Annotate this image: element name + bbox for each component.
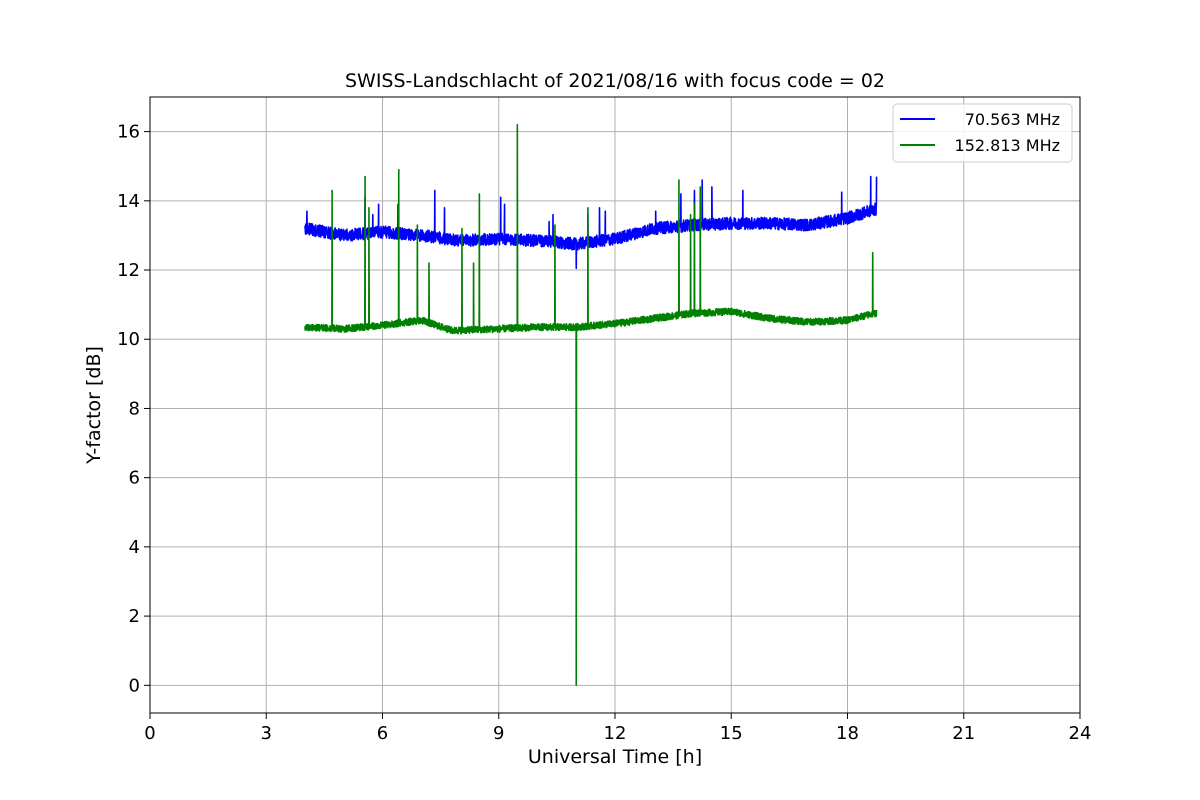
- x-tick-label: 21: [952, 723, 975, 744]
- y-tick-label: 14: [117, 191, 140, 212]
- y-tick-label: 4: [129, 537, 140, 558]
- x-tick-label: 0: [144, 723, 155, 744]
- legend-box: [892, 103, 1073, 163]
- x-tick-label: 18: [836, 723, 859, 744]
- x-tick-label: 15: [720, 723, 743, 744]
- plot-area: [304, 123, 878, 687]
- legend: 70.563 MHz 152.813 MHz: [892, 103, 1073, 163]
- y-tick-label: 16: [117, 122, 140, 143]
- x-tick-label: 12: [604, 723, 627, 744]
- y-tick-label: 6: [129, 468, 140, 489]
- chart-title: SWISS-Landschlacht of 2021/08/16 with fo…: [345, 70, 885, 92]
- x-tick-label: 3: [261, 723, 272, 744]
- legend-label: 70.563 MHz: [965, 110, 1060, 129]
- legend-label: 152.813 MHz: [955, 136, 1060, 155]
- y-tick-label: 2: [129, 606, 140, 627]
- x-tick-label: 6: [377, 723, 388, 744]
- y-tick-label: 10: [117, 329, 140, 350]
- y-tick-label: 8: [129, 398, 140, 419]
- y-axis-label: Y-factor [dB]: [83, 346, 105, 465]
- series-line: [304, 175, 878, 270]
- x-axis-label: Universal Time [h]: [528, 746, 702, 768]
- x-tick-label: 9: [493, 723, 504, 744]
- y-tick-label: 12: [117, 260, 140, 281]
- x-tick-label: 24: [1069, 723, 1092, 744]
- series-line: [304, 123, 878, 687]
- y-tick-label: 0: [129, 675, 140, 696]
